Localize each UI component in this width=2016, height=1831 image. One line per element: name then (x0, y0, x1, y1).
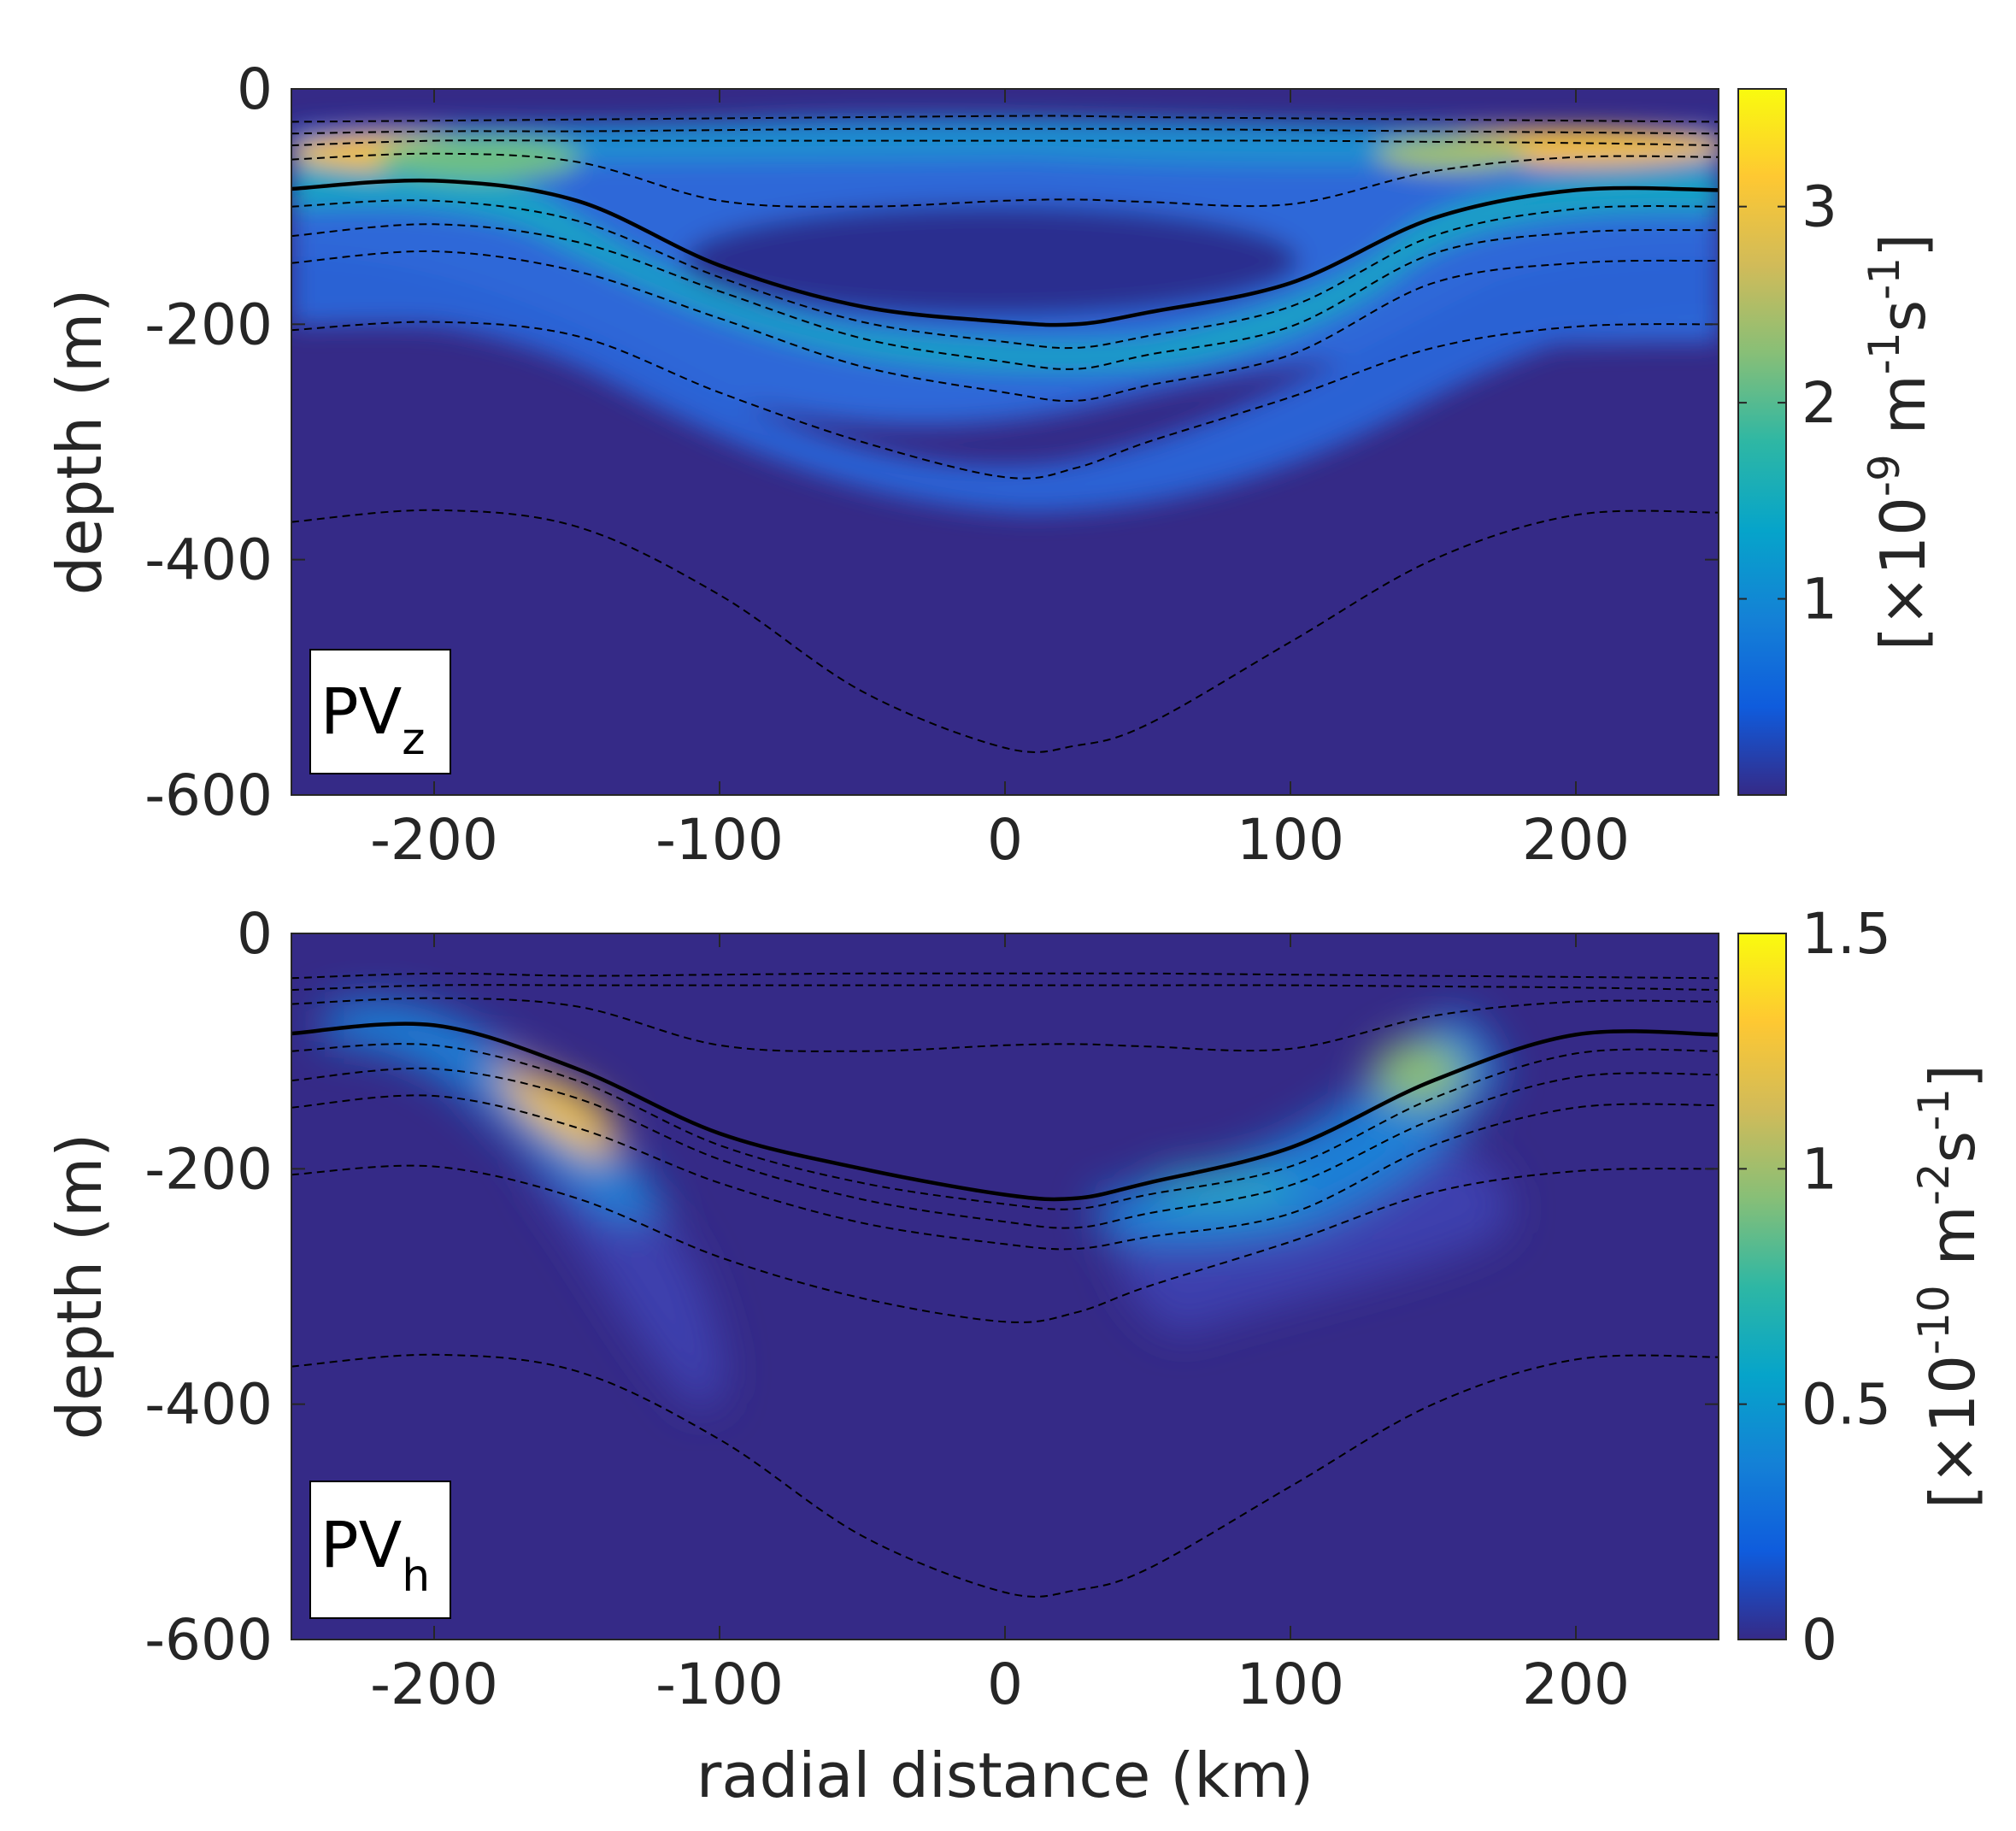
x-tick-label: 0 (987, 1651, 1023, 1717)
panel-pvz: -200 -100 0 100 200 0 -200 -400 -600 depth (m) P… (44, 56, 1939, 873)
panel-label-box (309, 1481, 451, 1619)
heatmap-background (291, 933, 1719, 1640)
panel-label-sub: h (402, 1551, 430, 1602)
xlabel: radial distance (km) (696, 1740, 1314, 1811)
isopycnal-line (291, 152, 1719, 208)
y-tick-label: -400 (144, 1372, 273, 1438)
isopycnal-line-bold (291, 178, 1719, 327)
isopycnal-line (291, 1067, 1719, 1229)
field-high-right-2 (1376, 137, 1530, 171)
x-tick-label: 200 (1522, 1651, 1630, 1717)
x-tick-label: 100 (1237, 1651, 1344, 1717)
isopycnal-line (291, 321, 1719, 480)
x-tick-label: -200 (370, 1651, 498, 1717)
field-front-right-mid (1145, 1169, 1299, 1207)
x-tick-label: 100 (1237, 807, 1344, 873)
panel-label-text: PVz (320, 675, 426, 765)
x-tick-label: -100 (655, 1651, 784, 1717)
isopycnal-line (291, 250, 1719, 403)
colorbar-label: [×10-10 m-2s-1] (1909, 1064, 1989, 1509)
panel-label-text: PVh (320, 1509, 430, 1602)
isopycnal-line (291, 127, 1719, 135)
field-front-left (325, 1001, 667, 1222)
panel-label-pvz: PVz (309, 649, 451, 774)
isopycnal-line (291, 984, 1719, 992)
colorbar-tick-label: 1 (1801, 567, 1837, 633)
isopycnals-pvh (291, 972, 1719, 1598)
isopycnal-line (291, 972, 1719, 980)
isopycnal-line (291, 223, 1719, 370)
ylabel-pvz: depth (m) (44, 289, 115, 596)
y-tick-label: -600 (144, 1607, 273, 1673)
y-tick-label: 0 (237, 901, 273, 967)
colorbar-label: [×10-9 m-1s-1] (1860, 233, 1939, 651)
ylabel-pvh: depth (m) (44, 1133, 115, 1440)
heatmap-field (325, 1001, 1509, 1410)
ticks-pvz: -200 -100 0 100 200 0 -200 -400 -600 (144, 56, 1719, 873)
panel-label-box (309, 649, 451, 774)
panel-label-pvh: PVh (309, 1481, 451, 1619)
ticks-pvh: -200 -100 0 100 200 0 -200 -400 -600 (144, 901, 1719, 1717)
colorbar-pvz: 1 2 3 [×10-9 m-1s-1] (1737, 88, 1939, 796)
isopycnal-line (291, 199, 1719, 350)
x-tick-label: -100 (655, 807, 784, 873)
field-pycnocline (291, 162, 1719, 371)
isopycnal-line (291, 115, 1719, 123)
isopycnal-line (291, 139, 1719, 147)
panel-label-sub: z (402, 714, 425, 765)
colorbar-tick-label: 3 (1801, 174, 1837, 240)
field-plume-left (513, 1128, 724, 1410)
colorbar-tick-label: 0.5 (1801, 1372, 1891, 1438)
colorbar-tick-label: 1.5 (1801, 901, 1891, 967)
field-deep-band (291, 256, 1719, 513)
colorbar-gradient (1737, 88, 1787, 796)
y-tick-label: -200 (144, 1136, 273, 1202)
panel-label-main: PV (320, 675, 403, 749)
field-low-core (684, 205, 1299, 316)
field-plume-right (1111, 1141, 1509, 1334)
isopycnal-line (291, 1043, 1719, 1210)
isopycnal-line-bold (291, 1021, 1719, 1202)
isopycnals-pvz (291, 115, 1719, 753)
isopycnal-line (291, 509, 1719, 753)
colorbar-pvh: 0 0.5 1 1.5 [×10-10 m-2s-1] (1737, 901, 1989, 1673)
x-tick-label: 0 (987, 807, 1023, 873)
isopycnal-line (291, 1353, 1719, 1598)
x-tick-label: 200 (1522, 807, 1630, 873)
x-tick-label: -200 (370, 807, 498, 873)
colorbar-ticks: 0 0.5 1 1.5 (1738, 901, 1891, 1673)
y-tick-label: 0 (237, 56, 273, 122)
plot-area-pvz (291, 89, 1719, 795)
y-tick-label: -600 (144, 762, 273, 828)
isopycnal-line (291, 997, 1719, 1052)
isopycnal-line (291, 1164, 1719, 1323)
field-high-left-2 (376, 136, 581, 180)
field-front-left-hot (510, 1074, 618, 1148)
colorbar-tick-label: 2 (1801, 370, 1837, 436)
y-tick-label: -400 (144, 527, 273, 593)
isopycnal-line (291, 1094, 1719, 1251)
colorbar-ticks: 1 2 3 (1738, 174, 1837, 633)
y-tick-label: -200 (144, 291, 273, 357)
panel-label-main: PV (320, 1509, 403, 1582)
field-front-right-hot (1372, 1040, 1466, 1105)
colorbar-tick-label: 1 (1801, 1136, 1837, 1202)
panel-pvh: -200 -100 0 100 200 0 -200 -400 -600 depth (m) P… (44, 901, 1989, 1717)
colorbar-gradient (1737, 933, 1787, 1640)
plot-area-pvh (291, 933, 1719, 1640)
colorbar-tick-label: 0 (1801, 1607, 1837, 1673)
